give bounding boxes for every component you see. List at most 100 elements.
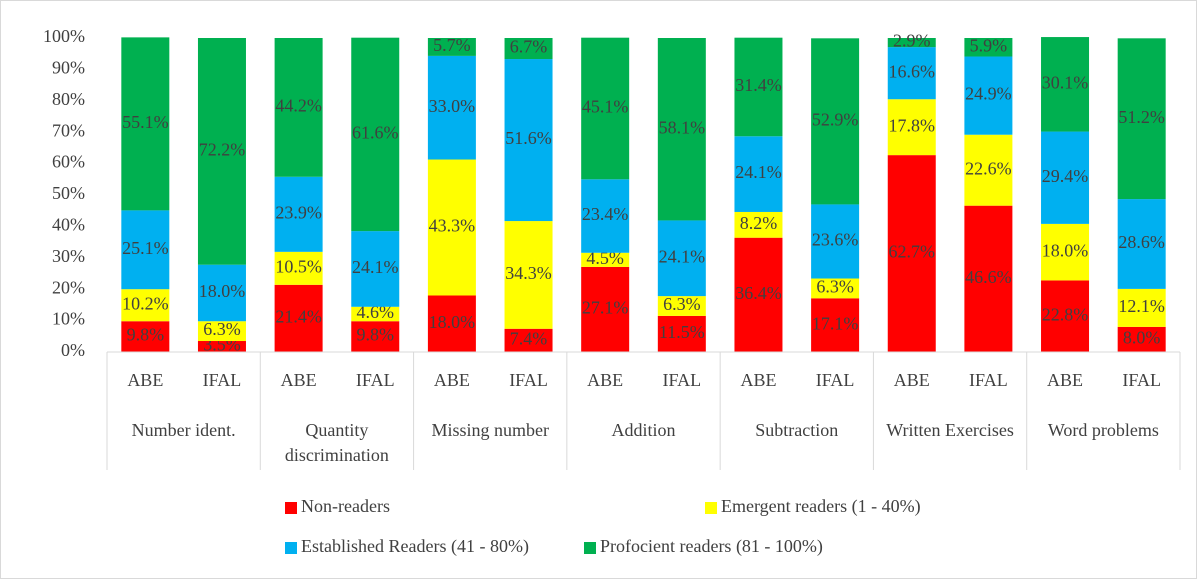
value-label: 52.9% bbox=[812, 109, 859, 129]
legend-label: Established Readers (41 - 80%) bbox=[301, 536, 529, 557]
x-tick-label: ABE bbox=[281, 370, 317, 390]
value-label: 17.1% bbox=[812, 313, 859, 333]
group-label: Addition bbox=[611, 420, 676, 440]
group-label: Word problems bbox=[1047, 420, 1159, 440]
value-label: 51.6% bbox=[505, 128, 552, 148]
legend-label: Non-readers bbox=[301, 496, 390, 516]
value-label: 8.0% bbox=[1123, 328, 1161, 348]
value-label: 30.1% bbox=[1042, 72, 1089, 92]
bar-segment bbox=[1117, 326, 1166, 352]
value-label: 7.4% bbox=[510, 329, 548, 349]
value-label: 6.3% bbox=[663, 294, 701, 314]
bar-segment bbox=[1117, 199, 1166, 289]
value-label: 4.5% bbox=[586, 248, 624, 268]
value-label: 22.8% bbox=[1042, 304, 1089, 324]
bar-segment bbox=[887, 47, 936, 100]
value-label: 11.5% bbox=[659, 322, 705, 342]
value-label: 58.1% bbox=[659, 117, 706, 137]
bar-segment bbox=[274, 284, 323, 352]
x-tick-label: ABE bbox=[434, 370, 470, 390]
value-label: 9.8% bbox=[127, 325, 165, 345]
value-label: 22.6% bbox=[965, 158, 1012, 178]
value-label: 24.1% bbox=[659, 246, 706, 266]
y-tick-label: 60% bbox=[52, 152, 85, 172]
bar-segment bbox=[964, 205, 1013, 352]
x-tick-label: IFAL bbox=[509, 370, 548, 390]
bar-segment bbox=[581, 179, 630, 253]
bar-segment bbox=[504, 59, 553, 222]
bar-segment bbox=[197, 264, 246, 322]
value-label: 34.3% bbox=[505, 263, 552, 283]
bar-segment bbox=[197, 341, 246, 352]
legend-label: Profocient readers (81 - 100%) bbox=[600, 536, 823, 557]
value-label: 29.4% bbox=[1042, 166, 1089, 186]
bar-segment bbox=[811, 298, 860, 352]
value-label: 8.2% bbox=[740, 213, 778, 233]
bar-segment bbox=[121, 289, 170, 322]
value-label: 33.0% bbox=[429, 96, 476, 116]
x-tick-label: ABE bbox=[740, 370, 776, 390]
bar-segment bbox=[1041, 280, 1090, 352]
bar-segment bbox=[351, 37, 400, 232]
value-label: 23.4% bbox=[582, 204, 629, 224]
value-label: 44.2% bbox=[275, 96, 322, 116]
bar-segment bbox=[274, 38, 323, 177]
bar-segment bbox=[1117, 288, 1166, 327]
bar-segment bbox=[657, 38, 706, 221]
y-tick-label: 80% bbox=[52, 89, 85, 109]
bar-segment bbox=[1117, 38, 1166, 200]
value-label: 55.1% bbox=[122, 112, 169, 132]
bar-segment bbox=[964, 38, 1013, 57]
y-tick-label: 20% bbox=[52, 277, 85, 297]
bar-segment bbox=[657, 220, 706, 297]
bar-segment bbox=[734, 237, 783, 352]
x-tick-label: IFAL bbox=[969, 370, 1008, 390]
bar-segment bbox=[581, 252, 630, 267]
value-label: 62.7% bbox=[889, 242, 936, 262]
legend-swatch bbox=[285, 502, 297, 514]
bar-segment bbox=[351, 306, 400, 322]
bar-segment bbox=[811, 278, 860, 299]
x-tick-label: ABE bbox=[587, 370, 623, 390]
y-tick-label: 50% bbox=[52, 183, 85, 203]
legend-swatch bbox=[705, 502, 717, 514]
y-tick-label: 30% bbox=[52, 246, 85, 266]
bar-segment bbox=[197, 38, 246, 265]
bar-segment bbox=[657, 315, 706, 352]
bar-segment bbox=[657, 296, 706, 316]
value-label: 31.4% bbox=[735, 75, 782, 95]
bar-segment bbox=[121, 37, 170, 211]
value-label: 18.0% bbox=[199, 281, 246, 301]
y-tick-label: 70% bbox=[52, 120, 85, 140]
value-label: 28.6% bbox=[1118, 232, 1165, 252]
value-label: 46.6% bbox=[965, 267, 1012, 287]
legend-swatch bbox=[584, 542, 596, 554]
x-tick-label: IFAL bbox=[1122, 370, 1161, 390]
group-label: Subtraction bbox=[755, 420, 839, 440]
x-tick-label: ABE bbox=[1047, 370, 1083, 390]
value-label: 5.7% bbox=[433, 35, 471, 55]
value-label: 6.3% bbox=[816, 277, 854, 297]
value-label: 61.6% bbox=[352, 123, 399, 143]
x-tick-label: ABE bbox=[894, 370, 930, 390]
bar-segment bbox=[581, 37, 630, 180]
bar-segment bbox=[734, 136, 783, 212]
bar-segment bbox=[1041, 37, 1090, 132]
bar-segment bbox=[504, 38, 553, 60]
value-label: 36.4% bbox=[735, 283, 782, 303]
value-label: 23.9% bbox=[275, 202, 322, 222]
value-label: 17.8% bbox=[889, 115, 936, 135]
bar-segment bbox=[964, 134, 1013, 206]
bar-segment bbox=[1041, 131, 1090, 224]
group-label: Missing number bbox=[431, 420, 549, 440]
value-label: 18.0% bbox=[429, 312, 476, 332]
bar-segment bbox=[504, 328, 553, 352]
bar-segment bbox=[887, 155, 936, 352]
value-label: 25.1% bbox=[122, 238, 169, 258]
bar-segment bbox=[811, 38, 860, 205]
x-tick-label: ABE bbox=[127, 370, 163, 390]
value-label: 45.1% bbox=[582, 97, 629, 117]
bar-segment bbox=[887, 99, 936, 156]
bar-segment bbox=[427, 159, 476, 296]
